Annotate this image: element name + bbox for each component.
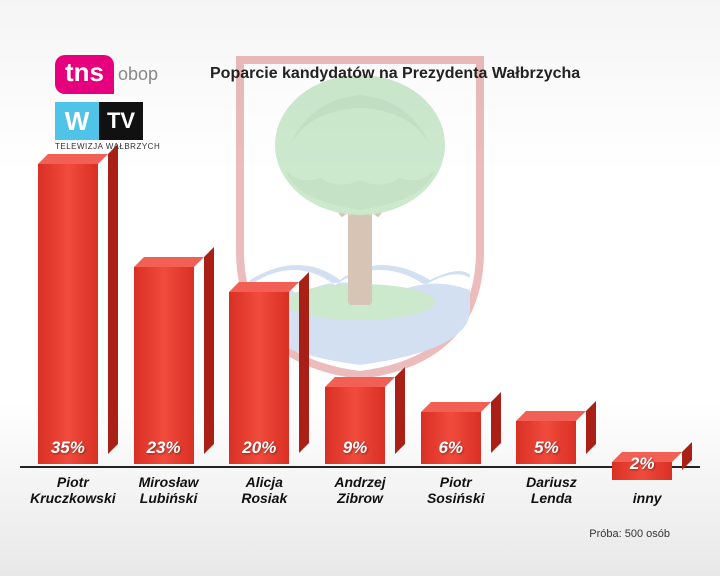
bar-side: [395, 367, 405, 454]
bar-group: 6% Piotr Sosiński: [413, 412, 499, 506]
bar-front: 5%: [516, 421, 576, 464]
bar-label: Piotr Kruczkowski: [30, 474, 116, 506]
bar-group: 9% Andrzej Zibrow: [317, 387, 403, 506]
bar-label: inny: [633, 490, 662, 506]
bar: 35%: [38, 164, 108, 464]
chart-title: Poparcie kandydatów na Prezydenta Wałbrz…: [210, 65, 580, 83]
bar-label: Alicja Rosiak: [241, 474, 287, 506]
bar-label: Mirosław Lubiński: [139, 474, 199, 506]
bar-value: 2%: [630, 454, 655, 480]
bar-top: [516, 411, 586, 421]
bar-top: [229, 282, 299, 292]
bar-value: 6%: [438, 438, 463, 464]
logos-block: tns obop W TV TELEWIZJA WAŁBRZYCH: [55, 55, 160, 151]
bar-front: 23%: [134, 267, 194, 464]
wtv-tv-box: TV: [99, 102, 143, 140]
bar-group: 35% Piotr Kruczkowski: [30, 164, 116, 506]
bar: 5%: [516, 421, 586, 464]
bar-front: 20%: [229, 292, 289, 463]
bar-label: Piotr Sosiński: [427, 474, 485, 506]
bar-top: [38, 154, 108, 164]
wtv-w-box: W: [55, 102, 99, 140]
bar-group: 23% Mirosław Lubiński: [126, 267, 212, 506]
bar-label: Andrzej Zibrow: [334, 474, 385, 506]
bar-side: [586, 401, 596, 454]
bar: 2%: [612, 462, 682, 480]
tns-logo-text: tns: [55, 55, 114, 94]
wtv-subtitle: TELEWIZJA WAŁBRZYCH: [55, 142, 160, 151]
bar-top: [421, 402, 491, 412]
bar-value: 35%: [51, 438, 85, 464]
bar-chart: 35% Piotr Kruczkowski 23% Mirosław Lubiński…: [30, 146, 690, 506]
bar-top: [325, 377, 395, 387]
bar-group: 20% Alicja Rosiak: [221, 292, 307, 506]
bar-side: [491, 392, 501, 453]
bar-value: 9%: [343, 438, 368, 464]
bar: 23%: [134, 267, 204, 464]
bar-side: [299, 272, 309, 453]
bar-front: 6%: [421, 412, 481, 463]
bar-front: 2%: [612, 462, 672, 480]
bar-top: [134, 257, 204, 267]
bar-group: 5% Dariusz Lenda: [509, 421, 595, 506]
tns-obop-logo: tns obop: [55, 55, 160, 94]
bar-front: 35%: [38, 164, 98, 464]
bar-group: 2% inny: [604, 462, 690, 506]
bar-side: [108, 144, 118, 454]
bar-front: 9%: [325, 387, 385, 464]
bar-value: 23%: [147, 438, 181, 464]
bar-value: 5%: [534, 438, 559, 464]
tns-obop-text: obop: [118, 64, 158, 85]
bar-label: Dariusz Lenda: [526, 474, 577, 506]
sample-size-label: Próba: 500 osób: [589, 528, 670, 540]
bar: 20%: [229, 292, 299, 463]
bar: 6%: [421, 412, 491, 463]
bar-value: 20%: [242, 438, 276, 464]
bar-side: [204, 247, 214, 454]
wtv-logo: W TV TELEWIZJA WAŁBRZYCH: [55, 102, 160, 151]
bar: 9%: [325, 387, 395, 464]
